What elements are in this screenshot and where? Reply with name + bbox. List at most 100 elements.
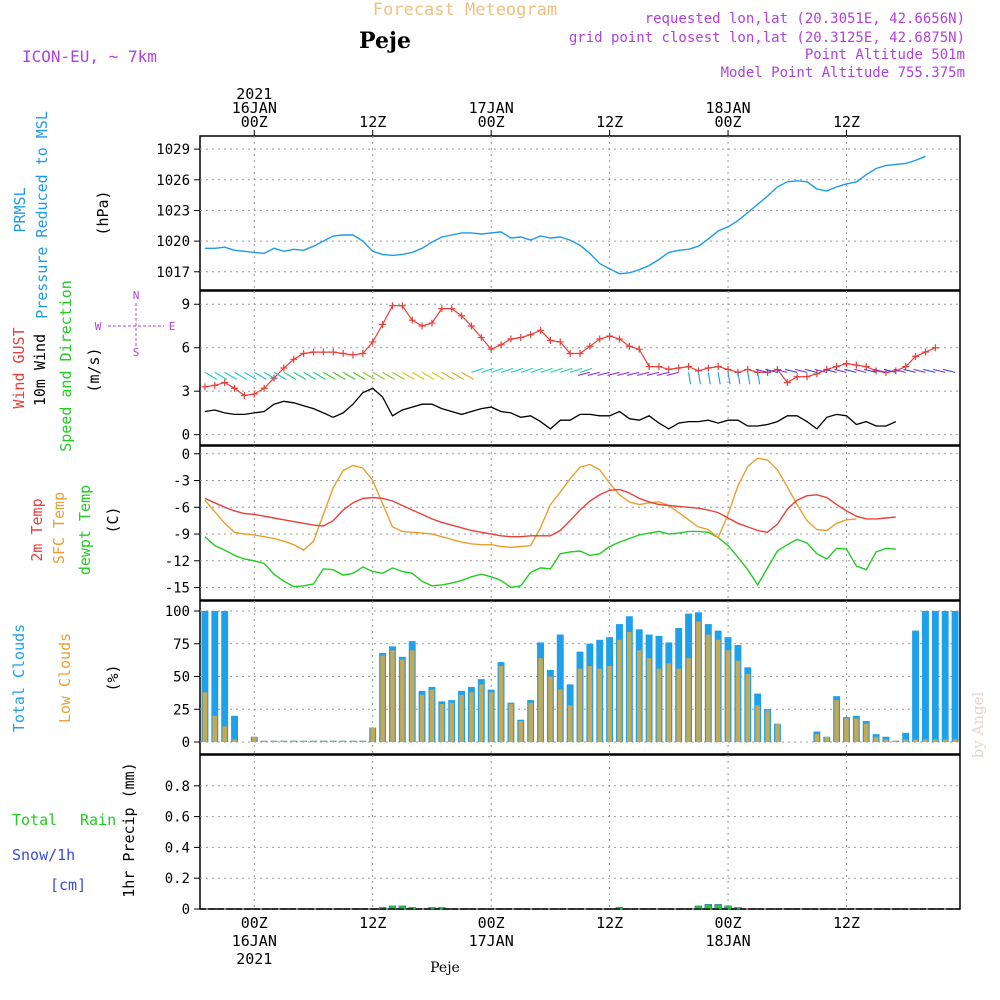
y-tick-label: 0.4 [165, 840, 190, 856]
gust-label: Wind GUST [10, 327, 28, 408]
gust-marker [448, 305, 456, 313]
gust-marker [931, 344, 939, 352]
gust-marker [852, 361, 860, 369]
wind-direction-arrow [303, 371, 316, 380]
snow-label: Snow/1h [12, 846, 75, 864]
wind-direction-arrow [707, 372, 711, 385]
compass-w: W [95, 320, 102, 333]
gust-marker [586, 342, 594, 350]
wind-direction-arrow [785, 368, 798, 373]
wind-direction-arrow [607, 371, 620, 376]
wind-direction-arrow [560, 367, 573, 373]
wind-direction-arrow [362, 371, 376, 380]
footer-location: Peje [430, 960, 460, 976]
wind-direction-arrow [550, 367, 563, 373]
low-cloud-bar [636, 650, 642, 742]
wind-direction-arrow [747, 372, 751, 385]
y-tick-label: -3 [173, 474, 190, 490]
time-label-top: 00Z [715, 113, 742, 131]
y-tick-label: 50 [173, 670, 190, 686]
wind-direction-arrow [577, 371, 591, 376]
compass-e: E [169, 320, 176, 333]
gust-marker [477, 334, 485, 342]
gust-marker [813, 370, 821, 378]
gust-marker [596, 335, 604, 343]
low-cloud-label: Low Clouds [56, 633, 74, 723]
wind-direction-arrow [804, 368, 818, 373]
y-tick-label: 0.6 [165, 810, 190, 826]
gust-marker [842, 360, 850, 368]
low-cloud-bar [725, 650, 731, 742]
gust-marker [240, 392, 248, 400]
wind-direction-arrow [893, 368, 906, 373]
gust-marker [803, 373, 811, 381]
time-label-top: 17JAN [469, 99, 514, 117]
wind-direction-arrow [688, 372, 692, 385]
wind-direction-arrow [717, 372, 721, 385]
low-cloud-bar [952, 739, 958, 742]
y-tick-label: -9 [173, 527, 190, 543]
gust-marker [339, 350, 347, 358]
meteogram-title: Forecast Meteogram [373, 0, 557, 20]
pressure-msl-label: Pressure Reduced to MSL [33, 111, 51, 319]
gust-marker [537, 326, 545, 334]
gust-marker [497, 341, 505, 349]
dewpoint-line [204, 530, 896, 589]
low-cloud-bar [271, 740, 277, 742]
y-tick-label: 1026 [156, 173, 190, 189]
low-cloud-bar [350, 740, 356, 742]
gust-marker [665, 365, 673, 373]
low-cloud-bar [873, 736, 879, 742]
wind-direction-arrow [481, 367, 494, 373]
precip-bar [734, 907, 742, 910]
time-label-bottom: 00Z [715, 914, 742, 932]
gust-marker [714, 363, 722, 371]
gust-marker [566, 350, 574, 358]
wind-direction-arrow [273, 371, 287, 380]
y-tick-label: 0 [182, 447, 190, 463]
low-cloud-bar [400, 659, 405, 742]
wind-direction-arrow [863, 368, 877, 373]
gust-marker [418, 322, 426, 330]
wind-direction-arrow [214, 371, 228, 380]
cloud-panel [199, 600, 961, 755]
wind-direction-arrow [844, 368, 857, 373]
gust-marker [912, 352, 920, 360]
precip-bar [704, 904, 713, 910]
wind-direction-arrow [617, 371, 630, 376]
wind-direction-arrow [834, 368, 847, 373]
time-label-top: 12Z [596, 113, 623, 131]
grid-point-coords: grid point closest lon,lat (20.3125E, 42… [569, 30, 965, 46]
model-label: ICON-EU, ~ 7km [22, 47, 157, 66]
gust-marker [833, 363, 841, 371]
gust-marker [744, 365, 752, 373]
wind-direction-arrow [263, 371, 277, 380]
y-tick-label: 0 [182, 902, 190, 918]
wind-direction-arrow [392, 371, 405, 380]
gust-marker [231, 384, 239, 392]
temp-panel [199, 445, 961, 601]
wind-direction-arrow [352, 371, 366, 380]
wind-direction-arrow [597, 371, 610, 376]
compass-s: S [133, 346, 140, 359]
low-cloud-bar [617, 639, 622, 742]
wind-dir-label: Speed and Direction [57, 280, 75, 452]
wind-direction-arrow [765, 368, 778, 373]
low-cloud-bar [863, 723, 869, 742]
low-cloud-bar [380, 655, 385, 742]
wind-panel [199, 290, 961, 446]
wind-direction-arrow [500, 367, 514, 373]
low-cloud-bar [735, 660, 741, 742]
location-title: Peje [359, 28, 411, 54]
gust-marker [517, 334, 525, 342]
low-cloud-bar [469, 692, 474, 742]
time-label-bottom: 2021 [236, 950, 272, 968]
y-tick-label: -15 [165, 581, 190, 597]
wind-direction-arrow [421, 371, 435, 380]
precip-bar [428, 907, 436, 910]
wind-direction-arrow [636, 371, 650, 376]
gust-marker [329, 348, 337, 356]
wind-direction-arrow [587, 371, 600, 376]
time-label-bottom: 12Z [596, 914, 623, 932]
wind-direction-arrow [451, 371, 464, 380]
